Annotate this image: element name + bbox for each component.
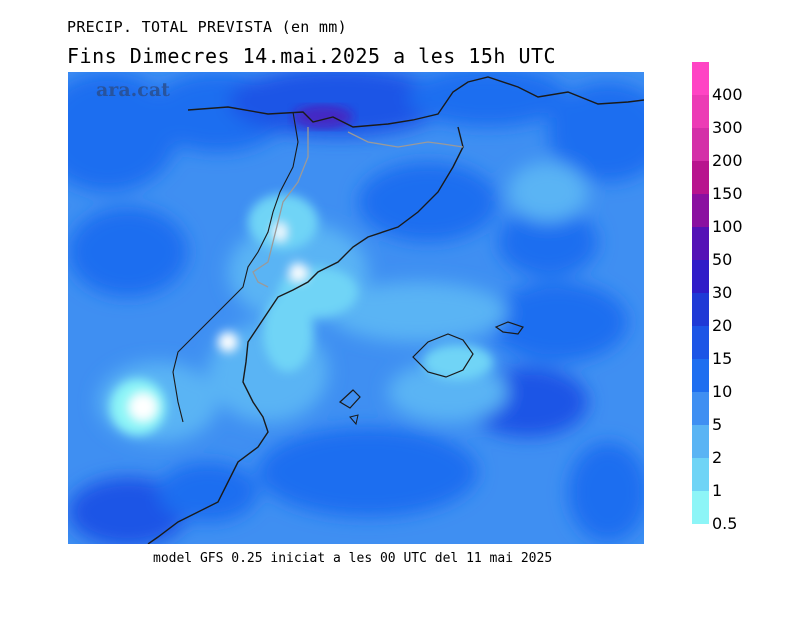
legend-swatch <box>692 425 709 458</box>
regional-border <box>252 127 309 288</box>
menorca-island <box>494 321 524 335</box>
precipitation-map <box>68 72 644 544</box>
legend-label: 300 <box>712 118 743 137</box>
france-border <box>347 131 464 148</box>
northern-coastline <box>187 76 644 128</box>
legend-label: 15 <box>712 349 733 368</box>
legend-label: 0.5 <box>712 514 738 533</box>
legend-swatch <box>692 95 709 128</box>
legend-label: 150 <box>712 184 743 203</box>
title-line-2: Fins Dimecres 14.mai.2025 a les 15h UTC <box>67 44 557 68</box>
legend-label: 50 <box>712 250 733 269</box>
legend-swatch <box>692 128 709 161</box>
legend-swatch <box>692 194 709 227</box>
legend-swatch <box>692 227 709 260</box>
legend-swatch <box>692 260 709 293</box>
legend-swatch <box>692 62 709 95</box>
legend-label: 100 <box>712 217 743 236</box>
title-line-1: PRECIP. TOTAL PREVISTA (en mm) <box>67 18 347 36</box>
precip-field-light <box>110 194 493 435</box>
eastern-coastline <box>147 126 464 544</box>
legend-label: 30 <box>712 283 733 302</box>
legend-swatch <box>692 392 709 425</box>
watermark-logo: ara.cat <box>96 79 170 101</box>
legend: 400 300 200 150 100 50 30 20 15 10 5 2 1 0.5 <box>692 62 743 532</box>
legend-label: 1 <box>712 481 723 500</box>
legend-label: 400 <box>712 85 743 104</box>
pyrenees-max <box>293 105 353 129</box>
formentera-island <box>349 414 359 426</box>
legend-swatch <box>692 326 709 359</box>
mallorca-island <box>412 333 474 378</box>
legend-swatch <box>692 359 709 392</box>
ibiza-island <box>339 389 361 409</box>
legend-swatch <box>692 293 709 326</box>
inland-border <box>172 111 299 423</box>
legend-label: 20 <box>712 316 733 335</box>
legend-label: 5 <box>712 415 723 434</box>
legend-swatch <box>692 458 709 491</box>
legend-label: 200 <box>712 151 743 170</box>
legend-swatch <box>692 491 709 524</box>
map-svg <box>68 72 644 544</box>
model-info-footer: model GFS 0.25 iniciat a les 00 UTC del … <box>153 551 553 566</box>
legend-label: 2 <box>712 448 723 467</box>
legend-label: 10 <box>712 382 733 401</box>
legend-swatch <box>692 161 709 194</box>
